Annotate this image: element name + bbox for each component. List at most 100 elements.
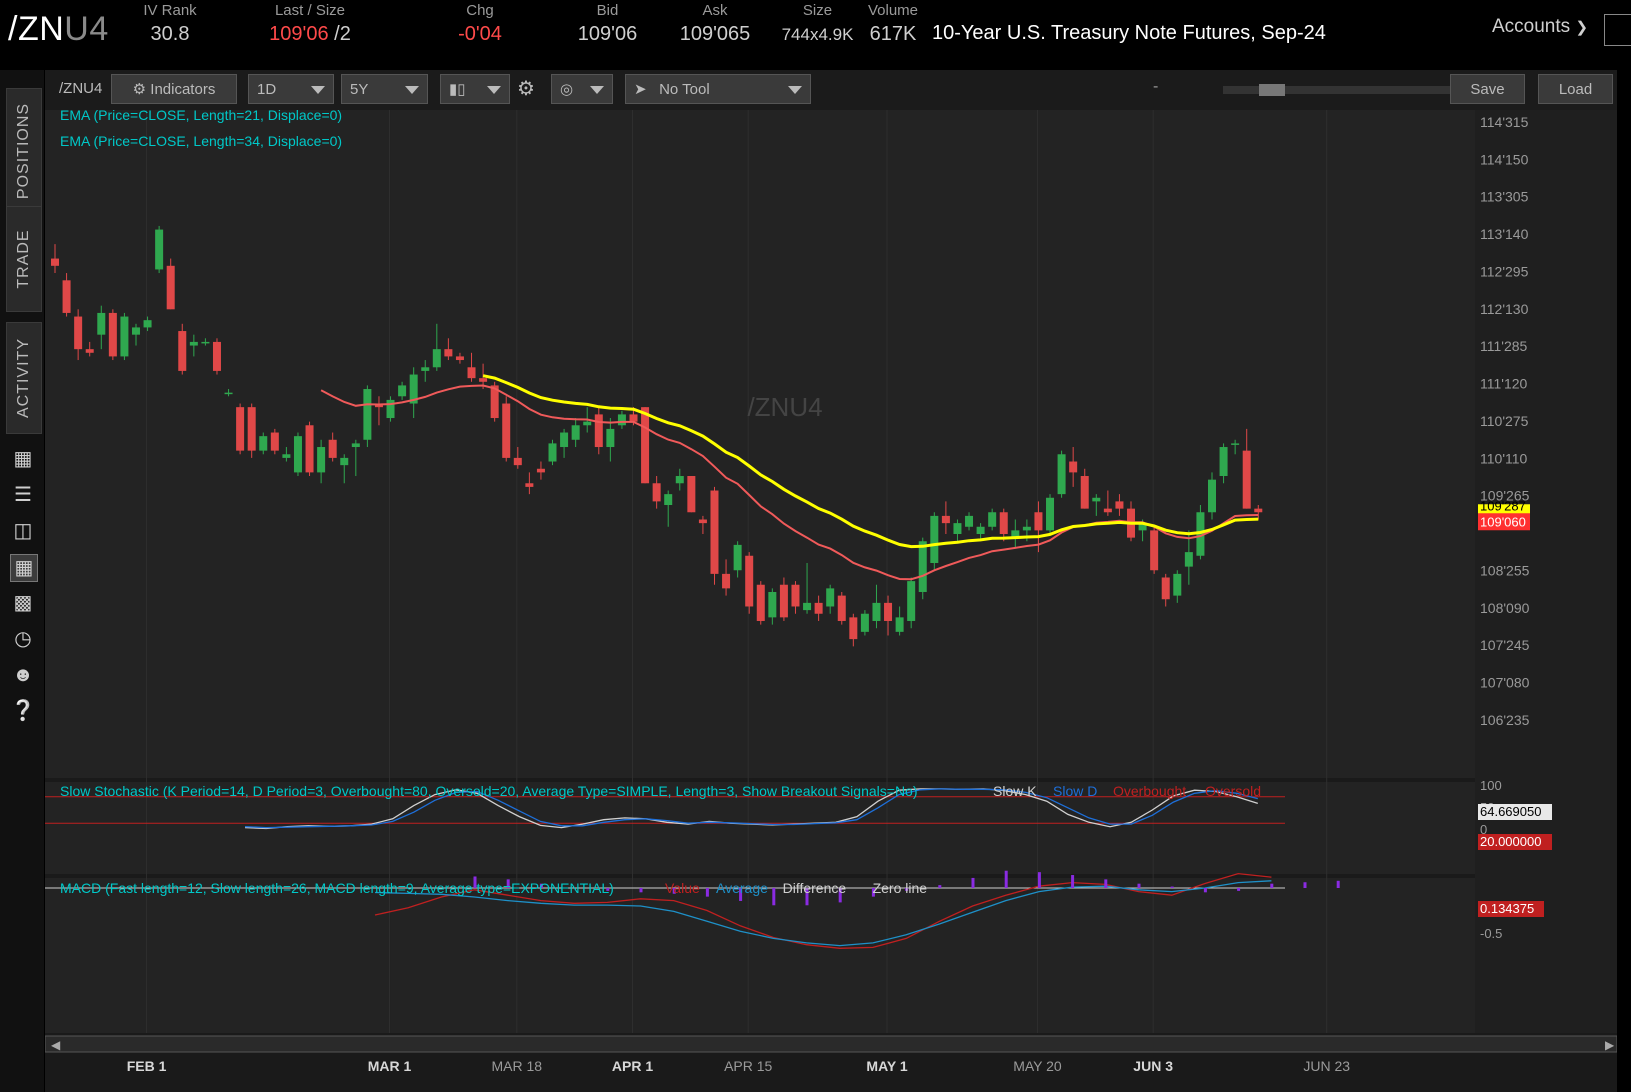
x-tick-label: MAY 1 [866, 1058, 907, 1074]
panel-toggle[interactable] [1604, 14, 1631, 46]
accounts-dropdown[interactable]: Accounts ❯ [1492, 16, 1589, 37]
cursor-icon: ➤ [634, 81, 647, 98]
x-tick-label: MAR 18 [492, 1058, 543, 1074]
chart-svg[interactable]: FEB 1 MAR 1 MAR 18 APR 1 APR 15 MAY 1 MAY 20 JU… [45, 110, 1617, 1092]
slow-k-tag [1478, 804, 1552, 820]
zoom-slider-handle[interactable] [1259, 84, 1285, 96]
load-button[interactable]: Load [1538, 74, 1613, 104]
candle-body [201, 341, 210, 344]
candle-body [62, 280, 71, 313]
gear-icon: ⚙ [132, 81, 147, 98]
candle-body [155, 229, 164, 270]
ema21-legend[interactable]: EMA (Price=CLOSE, Length=21, Displace=0) [60, 110, 342, 123]
macd-legend[interactable]: MACD (Fast length=12, Slow length=26, MA… [60, 880, 614, 896]
candle-body [224, 392, 233, 395]
candle-body [884, 602, 893, 621]
timeframe-dropdown[interactable]: 5Y [341, 74, 428, 104]
grid-lines [146, 110, 1328, 1033]
candle-body [282, 454, 291, 458]
candle-body [745, 555, 754, 607]
candle-body [675, 476, 684, 484]
candle-body [941, 515, 950, 524]
symbol-display[interactable]: /ZNU4 [8, 10, 109, 48]
tab-trade[interactable]: TRADE [6, 206, 42, 312]
save-button[interactable]: Save [1450, 74, 1525, 104]
grid-icon[interactable]: ▩ [13, 592, 33, 614]
candle-body [965, 515, 974, 527]
candle-body [421, 367, 430, 371]
last-price-tag [1478, 513, 1530, 531]
list-icon[interactable]: ☰ [14, 484, 32, 506]
stochastic-legend-item: Overbought [1113, 783, 1186, 799]
slow-d-line [244, 788, 1258, 829]
chart-type-dropdown[interactable]: ▮▯ [440, 74, 510, 104]
candle-body [467, 367, 476, 379]
candle-body [976, 526, 985, 535]
indicators-button[interactable]: ⚙ Indicators [111, 74, 237, 104]
y-tick-label: 108'255 [1480, 562, 1530, 578]
quote-size: Size 744x4.9K [781, 2, 854, 44]
change: Chg -0'04 [458, 2, 502, 45]
candle-body [131, 327, 140, 335]
candle-body [536, 468, 545, 473]
candle-body [1173, 573, 1182, 596]
analyze-icon[interactable]: ◷ [14, 628, 32, 650]
help-icon[interactable]: ❔ [10, 700, 36, 722]
candle-body [398, 385, 407, 397]
monitor-icon[interactable]: ▦ [13, 448, 33, 470]
candle-body [571, 425, 580, 440]
candle-body [722, 573, 731, 589]
symbol-input[interactable]: /ZNU4 [51, 74, 109, 104]
ema-lines [320, 374, 1259, 581]
candle-body [548, 443, 557, 462]
candle-body [733, 544, 742, 571]
horizontal-scrollbar[interactable] [45, 1035, 1617, 1053]
aggregation-dropdown[interactable]: 1D [248, 74, 334, 104]
quote-bar: /ZNU4 IV Rank 30.8 Last / Size 109'06 /2… [0, 0, 1631, 68]
chart-area[interactable]: FEB 1 MAR 1 MAR 18 APR 1 APR 15 MAY 1 MAY 20 JU… [45, 110, 1617, 1092]
compare-dropdown[interactable]: ◎ [551, 74, 613, 104]
y-tick-label: 113'305 [1480, 189, 1529, 205]
price-axis [1475, 110, 1617, 1033]
candle-body [363, 389, 372, 440]
candle-body [606, 428, 615, 448]
candle-body [988, 512, 997, 527]
candle-body [409, 374, 418, 404]
x-tick-label: APR 15 [724, 1058, 772, 1074]
community-icon[interactable]: ☻ [12, 664, 34, 686]
last-price-label: 109'060 [1480, 514, 1526, 529]
candle-body [617, 414, 626, 426]
chart-settings-gear-icon[interactable]: ⚙ [511, 74, 541, 104]
bid[interactable]: Bid 109'06 [577, 2, 638, 45]
candle-body [525, 483, 534, 487]
scroll-left-icon[interactable]: ◀ [51, 1038, 61, 1052]
ask[interactable]: Ask 109'065 [679, 2, 751, 45]
candle-body [351, 443, 360, 448]
tab-activity[interactable]: ACTIVITY [6, 322, 42, 434]
tab-positions[interactable]: POSITIONS [6, 88, 42, 214]
stochastic-legend[interactable]: Slow Stochastic (K Period=14, D Period=3… [60, 783, 918, 799]
chevron-down-icon [590, 86, 604, 94]
left-nav: POSITIONS TRADE ACTIVITY ▦ ☰ ◫ ▦ ▩ ◷ ☻ ❔ [0, 70, 44, 1092]
ema34-legend[interactable]: EMA (Price=CLOSE, Length=34, Displace=0) [60, 133, 342, 149]
globe-icon: ◎ [560, 81, 574, 98]
candle-body [1208, 479, 1216, 513]
candle-body [779, 584, 788, 618]
stochastic-legend-item: Oversold [1205, 783, 1261, 799]
candle-body [293, 436, 302, 473]
candle-body [51, 258, 59, 266]
scroll-right-icon[interactable]: ▶ [1605, 1038, 1615, 1052]
candle-body [849, 617, 858, 640]
drawing-tool-dropdown[interactable]: ➤ No Tool [625, 74, 811, 104]
charts-icon[interactable]: ▦ [10, 554, 38, 582]
candle-body [259, 436, 268, 451]
macd-value-tag [1478, 901, 1544, 917]
candle-body [594, 414, 603, 448]
tv-icon[interactable]: ◫ [13, 520, 33, 542]
candle-body [189, 341, 198, 346]
macd-legend-item: Average [716, 880, 768, 896]
zoom-out-button[interactable]: - [1153, 78, 1159, 95]
zoom-slider-track[interactable] [1223, 86, 1459, 94]
stochastic-legend-item: Slow K [993, 783, 1037, 799]
candle-body [814, 602, 823, 614]
